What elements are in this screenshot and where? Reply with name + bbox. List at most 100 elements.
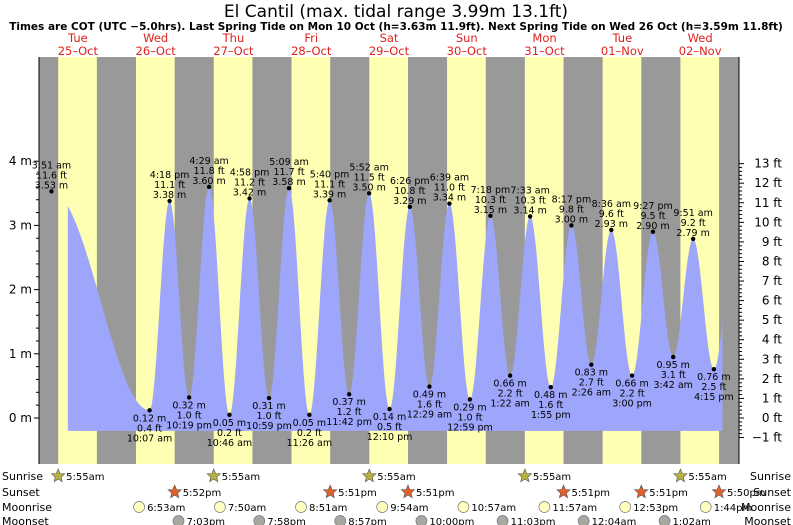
moonrise-time: 1:44pm [714,503,753,514]
moonrise-icon [699,501,712,513]
high-tide-feet: 11.1 ft [314,179,345,190]
left-tick-label: 2 m [9,283,32,297]
low-tide-meters: 0.76 m [697,372,730,383]
low-tide-meters: 0.31 m [252,401,285,412]
right-tick-label: 6 ft [762,294,782,308]
moonrise-time: 8:51am [309,503,347,514]
high-tide-point [447,201,452,206]
low-tide-time: 3:42 am [653,380,692,391]
day-date-label: 31–Oct [524,44,565,58]
high-tide-point [49,189,54,194]
high-tide-feet: 11.0 ft [434,183,465,194]
high-tide-point [407,204,413,209]
moonset-icon [172,515,185,525]
low-tide-point [147,408,152,413]
low-tide-feet: 0.4 ft [137,423,162,434]
low-tide-point [427,384,432,389]
high-tide-feet: 10.3 ft [475,195,506,206]
high-tide-feet: 9.8 ft [559,204,584,215]
row-label-right: Sunrise [750,470,791,483]
high-tide-time: 4:58 pm [230,167,270,178]
high-tide-feet: 9.2 ft [681,218,706,229]
sunset-time: 5:51pm [649,488,688,499]
high-tide-time: 3:51 am [32,160,71,171]
moonset-time: 12:04am [592,517,637,525]
low-tide-meters: 0.95 m [656,360,689,371]
low-tide-feet: 1.2 ft [337,407,362,418]
high-tide-time: 8:36 am [592,199,631,210]
low-tide-time: 11:26 am [287,438,332,449]
moonset-icon [334,515,347,525]
tide-area [67,186,723,431]
sunset-icon [167,484,183,499]
moonrise-icon [133,501,145,513]
low-tide-meters: 0.12 m [133,413,166,424]
sunset-icon [322,484,338,499]
low-tide-feet: 1.0 ft [177,410,202,421]
moonset-time: 10:00pm [429,517,474,525]
high-tide-feet: 10.8 ft [394,186,425,197]
high-tide-meters: 3.34 m [433,193,466,204]
day-date-label: 27–Oct [213,44,254,58]
high-tide-time: 7:18 pm [471,185,511,196]
moonrise-icon [295,501,307,513]
day-name-label: Sun [456,31,478,45]
high-tide-time: 9:27 pm [633,201,673,212]
high-tide-feet: 9.5 ft [640,211,665,222]
high-tide-feet: 9.6 ft [599,209,624,220]
axes: 0 m 1 m 2 m 3 m 4 m −1 ft 0 ft 1 ft 2 ft 3 ft 4 ft… [9,57,782,464]
low-tide-point [186,395,192,400]
left-tick-label: 3 m [9,218,32,232]
row-label-left: Moonset [2,515,49,525]
low-tide-point [467,397,473,402]
day-date-label: 26–Oct [136,44,177,58]
moonrise-time: 11:57am [552,503,597,514]
left-tick-label: 0 m [9,411,32,425]
low-tide-meters: 0.83 m [575,368,608,379]
sunrise-time: 5:55am [377,472,415,483]
right-tick-label: 5 ft [762,313,782,327]
sunrise-icon [673,468,688,483]
low-tide-point [629,373,635,378]
right-tick-label: 10 ft [754,215,782,229]
low-tide-point [307,412,312,417]
low-tide-feet: 2.5 ft [701,382,726,393]
high-tide-meters: 3.58 m [272,177,305,188]
sunset-time: 5:51pm [572,488,611,499]
high-tide-meters: 3.29 m [393,196,426,207]
day-date-label: 01–Nov [601,44,644,58]
moonset-icon [577,515,590,525]
high-tide-time: 8:17 pm [552,194,592,205]
right-tick-label: 12 ft [754,176,782,190]
low-tide-feet: 1.6 ft [417,400,442,411]
low-tide-point [507,373,513,378]
moonrise-icon [619,501,632,513]
high-tide-point [650,229,656,235]
low-tide-time: 12:10 pm [367,432,413,443]
low-tide-point [589,362,594,367]
low-tide-meters: 0.14 m [373,412,406,423]
low-tide-meters: 0.32 m [172,400,205,411]
row-label-left: Moonrise [2,501,52,514]
day-name-label: Mon [532,31,556,45]
high-tide-time: 7:33 am [510,185,549,196]
high-tide-meters: 3.15 m [474,205,507,216]
high-tide-point [527,214,533,219]
sunset-icon [633,484,649,499]
low-tide-meters: 0.05 m [213,418,246,429]
low-tide-point [346,392,352,397]
high-tide-feet: 11.6 ft [36,170,67,181]
low-tide-feet: 2.2 ft [498,389,523,400]
sunrise-icon [517,468,533,483]
low-tide-time: 1:55 pm [531,410,571,421]
low-tide-feet: 1.0 ft [257,411,282,422]
low-tide-feet: 3.1 ft [661,370,686,381]
moonrise-icon [457,501,470,513]
sunrise-icon [50,468,66,483]
day-date-label: 30–Oct [447,44,488,58]
sunset-icon [711,484,727,499]
low-tide-time: 2:26 am [572,388,611,399]
moonrise-time: 12:53pm [633,503,678,514]
high-tide-point [206,184,212,190]
